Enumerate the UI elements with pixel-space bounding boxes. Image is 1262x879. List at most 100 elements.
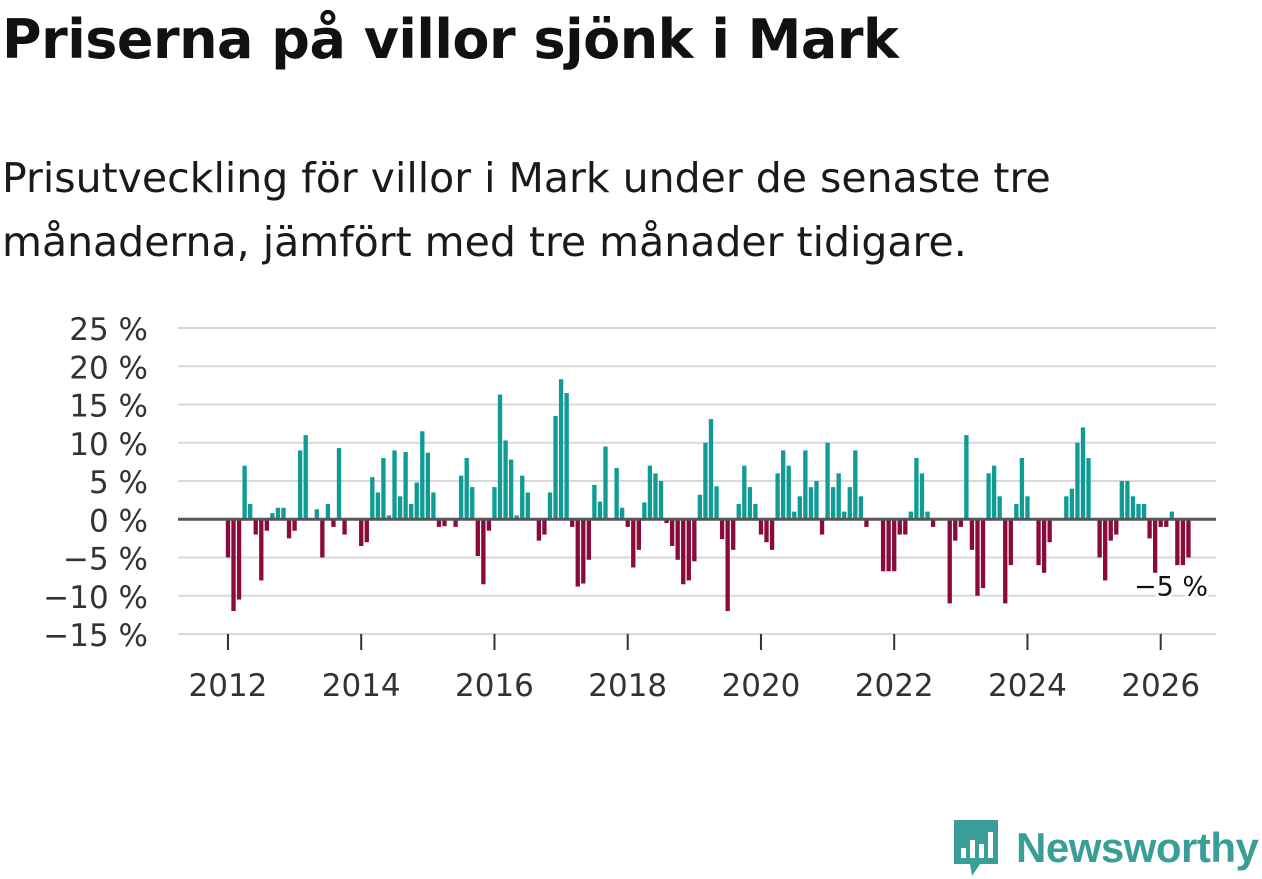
bar xyxy=(1064,496,1069,520)
bar xyxy=(1008,519,1013,566)
bar xyxy=(414,482,419,520)
x-tick-label: 2020 xyxy=(722,668,801,704)
bar xyxy=(1158,519,1163,527)
bar xyxy=(742,465,747,520)
bar xyxy=(436,519,442,527)
bar-chart: 25 %20 %15 %10 %5 %0 %−5 %−10 %−15 % 201… xyxy=(43,312,1216,704)
x-tick-label: 2024 xyxy=(988,668,1067,704)
bar xyxy=(853,450,858,520)
bar xyxy=(808,487,814,520)
bar xyxy=(597,501,603,520)
bar xyxy=(1019,458,1025,520)
bar xyxy=(986,473,991,520)
y-tick-label: 20 % xyxy=(69,350,148,386)
bar xyxy=(297,450,303,520)
bar xyxy=(930,519,936,527)
bar xyxy=(908,511,914,520)
bar xyxy=(375,492,381,520)
bar xyxy=(703,442,708,520)
bar xyxy=(264,519,269,531)
bar xyxy=(758,519,764,535)
last-value-label: −5 % xyxy=(1134,572,1208,603)
bar xyxy=(880,519,886,572)
y-tick-label: −5 % xyxy=(63,542,148,578)
bar xyxy=(464,458,469,520)
bar xyxy=(1125,481,1130,520)
bar xyxy=(1036,519,1041,566)
bar xyxy=(725,519,730,612)
bar xyxy=(1180,519,1186,566)
bar xyxy=(275,507,281,520)
bar xyxy=(475,519,480,556)
bar xyxy=(1108,519,1113,541)
bar xyxy=(386,515,392,520)
bar xyxy=(359,519,364,547)
bar xyxy=(636,519,641,550)
bar xyxy=(1169,511,1174,520)
bar xyxy=(681,519,686,585)
y-tick-label: 5 % xyxy=(89,465,148,501)
bar xyxy=(370,477,375,520)
bar xyxy=(1069,488,1075,520)
bar xyxy=(603,446,608,520)
bar xyxy=(486,519,492,531)
bar xyxy=(1080,427,1086,520)
bar xyxy=(481,519,486,585)
brand-name: Newsworthy xyxy=(1016,824,1259,871)
bar xyxy=(819,519,825,535)
bar xyxy=(619,507,625,520)
x-tick-label: 2014 xyxy=(322,668,401,704)
y-axis-labels: 25 %20 %15 %10 %5 %0 %−5 %−10 %−15 % xyxy=(43,312,148,654)
bar xyxy=(1103,519,1108,581)
chart-title: Priserna på villor sjönk i Mark xyxy=(2,8,899,71)
y-tick-label: 10 % xyxy=(69,427,148,463)
y-tick-label: 15 % xyxy=(69,389,148,425)
bar xyxy=(1003,519,1008,604)
bar xyxy=(497,394,503,520)
bar xyxy=(991,465,997,520)
bar xyxy=(975,519,980,596)
bar xyxy=(1025,496,1030,520)
bar xyxy=(781,450,786,520)
bar xyxy=(647,465,653,520)
bar xyxy=(442,519,447,527)
bar xyxy=(658,481,664,520)
bar xyxy=(642,502,647,520)
bar xyxy=(425,452,431,520)
bar xyxy=(592,484,597,520)
y-tick-label: −10 % xyxy=(43,580,148,616)
bar xyxy=(980,519,986,589)
bar xyxy=(669,519,675,547)
bar xyxy=(953,519,958,541)
bar xyxy=(897,519,902,535)
bar xyxy=(364,519,369,543)
bar xyxy=(242,465,247,520)
bar xyxy=(836,473,841,520)
bars xyxy=(225,379,1191,612)
bar xyxy=(236,519,242,600)
bar xyxy=(508,459,514,520)
bar xyxy=(786,465,791,520)
bar xyxy=(542,519,547,535)
bar xyxy=(858,496,864,520)
bar xyxy=(653,473,658,520)
bar xyxy=(281,507,286,520)
bar xyxy=(409,503,414,520)
bar xyxy=(231,519,236,612)
bar xyxy=(847,487,852,520)
bar xyxy=(1186,519,1191,558)
x-tick-label: 2026 xyxy=(1121,668,1200,704)
bar xyxy=(719,519,725,540)
bar xyxy=(392,450,397,520)
bar xyxy=(997,496,1002,520)
bar xyxy=(536,519,542,541)
bar xyxy=(708,419,714,520)
bar xyxy=(1141,503,1147,520)
bar xyxy=(397,496,403,520)
bar xyxy=(248,503,253,520)
bar xyxy=(814,481,819,520)
bar xyxy=(270,513,275,520)
bar xyxy=(286,519,292,539)
bar xyxy=(520,475,525,520)
bar xyxy=(575,519,580,587)
